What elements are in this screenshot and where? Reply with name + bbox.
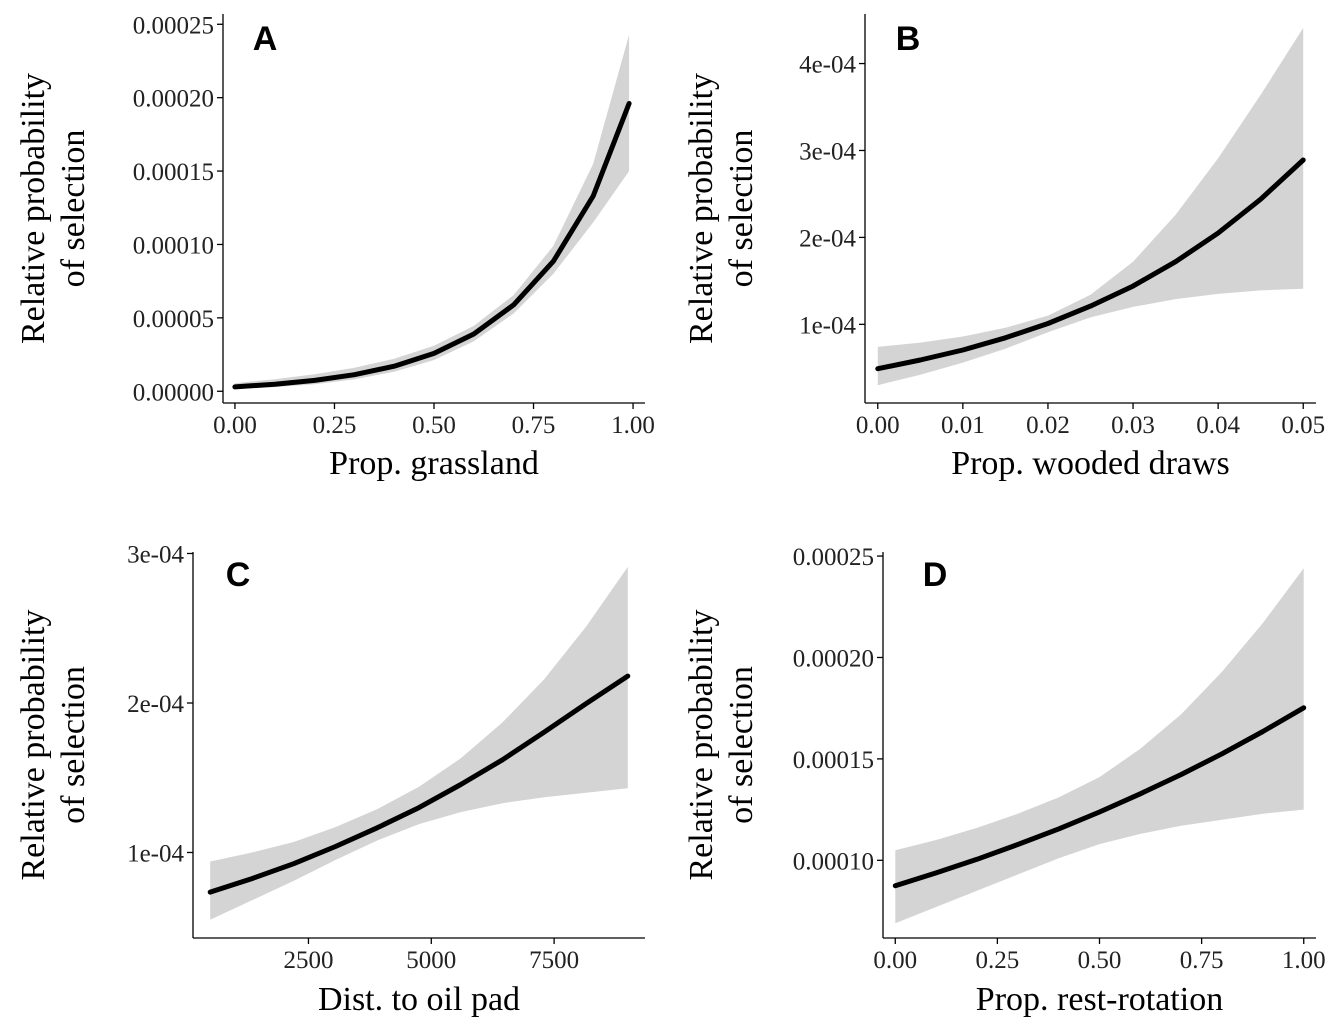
y-tick-label: 0.00010 [133, 232, 214, 259]
y-tick-label: 0.00025 [133, 12, 214, 39]
x-tick-label: 2500 [283, 947, 333, 974]
panel-letter: A [253, 20, 278, 58]
y-axis-title-line: of selection [723, 130, 760, 288]
panel-b: 1e-04 2e-04 3e-04 4e-04 0.00 0.01 0.02 0.03 0.04… [683, 14, 1325, 482]
fitted-curve [875, 157, 1306, 372]
y-axis-title-line: of selection [55, 130, 92, 288]
fitted-curve [232, 101, 632, 390]
x-tick-label: 1.00 [1282, 947, 1326, 974]
y-tick-label: 3e-04 [799, 138, 856, 165]
y-tick-label: 0.00020 [133, 86, 214, 113]
x-tick-label: 0.03 [1111, 412, 1155, 439]
y-axis-title-line: of selection [55, 666, 92, 824]
x-tick-label: 0.25 [313, 412, 357, 439]
y-tick-label: 2e-04 [127, 691, 184, 718]
panel-a: 0.000000.000050.000100.000150.000200.000… [15, 12, 655, 482]
x-tick-label: 0.50 [412, 412, 456, 439]
panel-letter: D [923, 556, 948, 594]
y-tick-label: 0.00010 [793, 848, 874, 875]
y-tick-label: 0.00020 [793, 645, 874, 672]
y-tick-label: 2e-04 [799, 225, 856, 252]
fitted-curve [892, 705, 1307, 889]
y-tick-label: 0.00015 [793, 747, 874, 774]
y-axis-title-line: Relative probability [683, 73, 720, 344]
x-tick-label: 5000 [406, 947, 456, 974]
x-tick-label: 0.75 [1180, 947, 1224, 974]
x-tick-label: 7500 [529, 947, 579, 974]
confidence-band [234, 34, 630, 390]
y-axis-title: Relative probabilityof selection [683, 610, 760, 881]
confidence-band [877, 27, 1304, 386]
y-tick-label: 3e-04 [127, 541, 184, 568]
panel-letter: B [896, 20, 921, 58]
panel-d: 0.00010 0.00015 0.00020 0.00025 0.00 0.25 0.50… [683, 544, 1326, 1018]
y-axis-title-line: of selection [723, 666, 760, 824]
x-tick-label: 0.00 [856, 412, 900, 439]
y-tick-label: 1e-04 [127, 840, 184, 867]
x-tick-label: 0.25 [976, 947, 1020, 974]
x-tick-label: 0.02 [1026, 412, 1070, 439]
fitted-curve [207, 673, 631, 895]
y-tick-label: 4e-04 [799, 52, 856, 79]
x-tick-label: 0.75 [512, 412, 556, 439]
confidence-band [895, 568, 1304, 924]
y-tick-label: 0.00025 [793, 544, 874, 571]
y-axis-title: Relative probabilityof selection [15, 610, 92, 881]
x-axis-title: Prop. wooded draws [951, 445, 1230, 482]
y-tick-label: 0.00000 [133, 379, 214, 406]
y-axis-title-line: Relative probability [683, 610, 720, 881]
x-tick-label: 0.04 [1196, 412, 1240, 439]
x-axis-title: Prop. rest-rotation [976, 981, 1223, 1018]
x-tick-label: 0.00 [213, 412, 257, 439]
x-tick-label: 0.50 [1078, 947, 1122, 974]
y-tick-label: 1e-04 [799, 312, 856, 339]
y-axis-title-line: Relative probability [15, 73, 52, 344]
panel-letter: C [226, 556, 251, 594]
x-tick-label: 1.00 [611, 412, 655, 439]
x-axis-title: Dist. to oil pad [318, 981, 520, 1018]
confidence-band [210, 566, 628, 920]
x-tick-label: 0.05 [1281, 412, 1325, 439]
x-tick-label: 0.01 [941, 412, 985, 439]
x-axis-title: Prop. grassland [329, 445, 539, 482]
y-axis-title: Relative probabilityof selection [15, 73, 92, 344]
panel-c: 1e-04 2e-04 3e-04 2500 5000 7500 Dist. to oil … [15, 541, 645, 1018]
y-axis-title-line: Relative probability [15, 610, 52, 881]
y-tick-label: 0.00015 [133, 159, 214, 186]
y-tick-label: 0.00005 [133, 306, 214, 333]
y-axis-title: Relative probabilityof selection [683, 73, 760, 344]
x-tick-label: 0.00 [873, 947, 917, 974]
